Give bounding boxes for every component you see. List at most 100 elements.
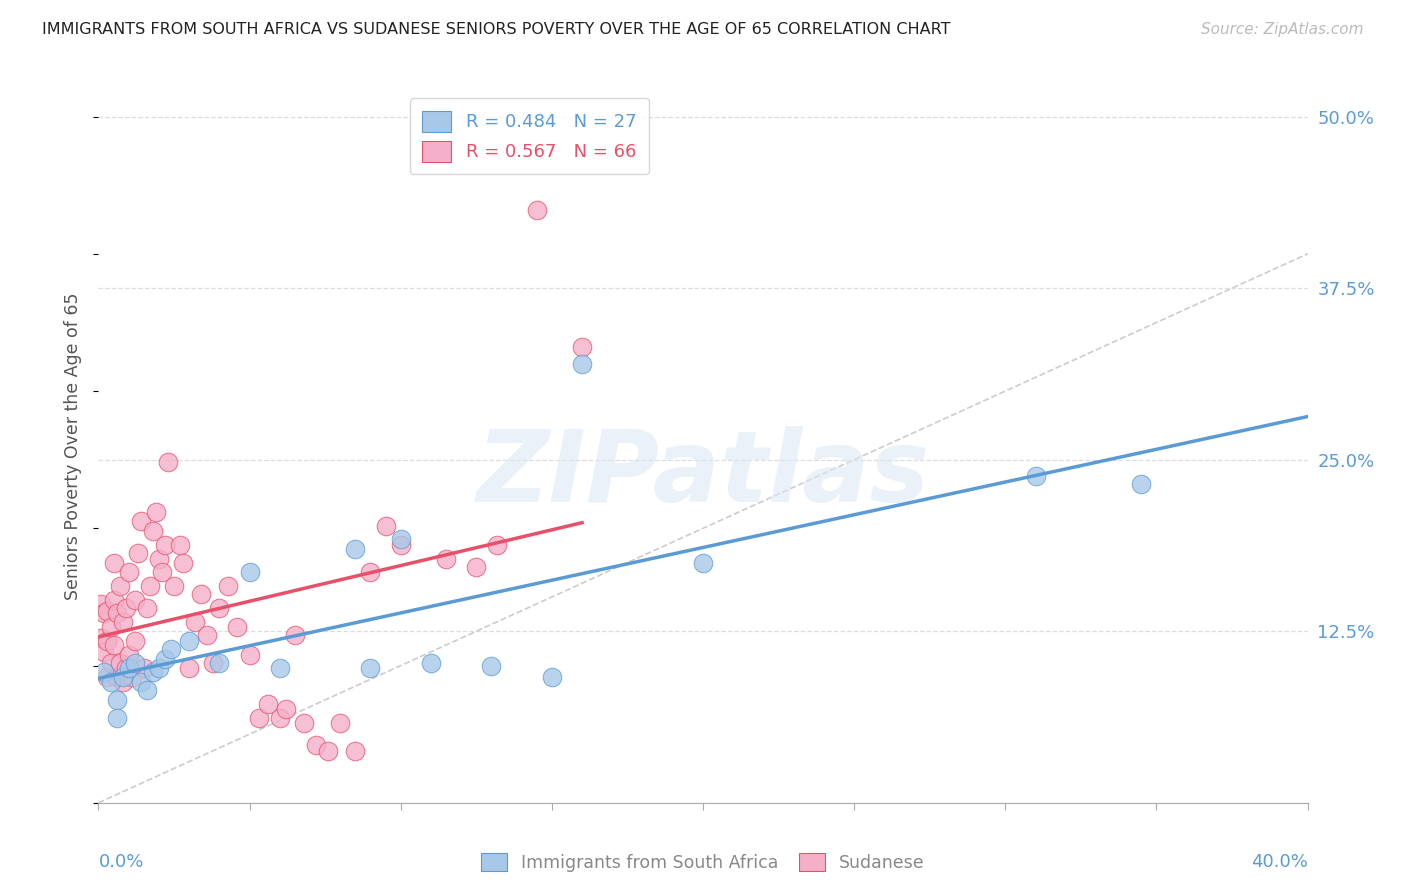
Point	[269, 661, 291, 675]
Point	[124, 592, 146, 607]
Point	[481, 658, 503, 673]
Y-axis label: Seniors Poverty Over the Age of 65: Seniors Poverty Over the Age of 65	[65, 293, 83, 599]
Point	[571, 340, 593, 354]
Point	[247, 711, 270, 725]
Point	[486, 538, 509, 552]
Point	[135, 601, 157, 615]
Point	[129, 675, 152, 690]
Point	[150, 566, 173, 580]
Legend: R = 0.484   N = 27, R = 0.567   N = 66: R = 0.484 N = 27, R = 0.567 N = 66	[409, 98, 650, 174]
Point	[108, 579, 131, 593]
Point	[105, 607, 128, 621]
Point	[129, 515, 152, 529]
Point	[114, 661, 136, 675]
Point	[121, 669, 143, 683]
Point	[344, 541, 367, 556]
Text: Source: ZipAtlas.com: Source: ZipAtlas.com	[1201, 22, 1364, 37]
Point	[179, 633, 201, 648]
Point	[124, 633, 146, 648]
Point	[142, 524, 165, 538]
Point	[142, 665, 165, 680]
Point	[284, 628, 307, 642]
Point	[145, 505, 167, 519]
Point	[90, 631, 112, 645]
Point	[184, 615, 207, 629]
Point	[124, 656, 146, 670]
Point	[389, 538, 412, 552]
Point	[226, 620, 249, 634]
Point	[420, 656, 443, 670]
Point	[163, 579, 186, 593]
Point	[344, 744, 367, 758]
Point	[96, 633, 118, 648]
Point	[179, 661, 201, 675]
Point	[96, 604, 118, 618]
Point	[139, 579, 162, 593]
Legend: Immigrants from South Africa, Sudanese: Immigrants from South Africa, Sudanese	[474, 847, 932, 879]
Point	[434, 551, 457, 566]
Point	[90, 597, 112, 611]
Point	[111, 669, 134, 683]
Point	[389, 533, 412, 547]
Point	[217, 579, 239, 593]
Point	[239, 566, 262, 580]
Text: 40.0%: 40.0%	[1251, 853, 1308, 871]
Point	[114, 601, 136, 615]
Point	[274, 702, 297, 716]
Point	[269, 711, 291, 725]
Point	[93, 665, 115, 680]
Point	[118, 566, 141, 580]
Text: 0.0%: 0.0%	[98, 853, 143, 871]
Point	[360, 566, 382, 580]
Point	[316, 744, 339, 758]
Point	[105, 669, 128, 683]
Point	[105, 711, 128, 725]
Point	[305, 738, 328, 752]
Point	[100, 656, 122, 670]
Point	[360, 661, 382, 675]
Point	[1130, 477, 1153, 491]
Point	[100, 620, 122, 634]
Point	[118, 661, 141, 675]
Point	[93, 645, 115, 659]
Point	[96, 669, 118, 683]
Point	[208, 601, 231, 615]
Point	[239, 648, 262, 662]
Point	[329, 716, 352, 731]
Point	[190, 587, 212, 601]
Point	[374, 518, 396, 533]
Point	[292, 716, 315, 731]
Point	[571, 357, 593, 371]
Point	[111, 615, 134, 629]
Point	[103, 638, 125, 652]
Point	[100, 675, 122, 690]
Point	[132, 661, 155, 675]
Point	[118, 648, 141, 662]
Point	[108, 656, 131, 670]
Point	[103, 592, 125, 607]
Point	[256, 697, 278, 711]
Point	[172, 556, 194, 570]
Point	[465, 559, 488, 574]
Point	[127, 546, 149, 560]
Point	[202, 656, 225, 670]
Point	[93, 607, 115, 621]
Point	[540, 669, 562, 683]
Point	[135, 683, 157, 698]
Point	[156, 455, 179, 469]
Point	[1024, 469, 1046, 483]
Point	[160, 642, 183, 657]
Point	[148, 661, 170, 675]
Point	[111, 675, 134, 690]
Point	[195, 628, 218, 642]
Point	[208, 656, 231, 670]
Point	[169, 538, 191, 552]
Text: IMMIGRANTS FROM SOUTH AFRICA VS SUDANESE SENIORS POVERTY OVER THE AGE OF 65 CORR: IMMIGRANTS FROM SOUTH AFRICA VS SUDANESE…	[42, 22, 950, 37]
Point	[153, 651, 176, 665]
Point	[105, 693, 128, 707]
Point	[103, 556, 125, 570]
Point	[148, 551, 170, 566]
Point	[692, 556, 714, 570]
Point	[526, 202, 548, 217]
Point	[153, 538, 176, 552]
